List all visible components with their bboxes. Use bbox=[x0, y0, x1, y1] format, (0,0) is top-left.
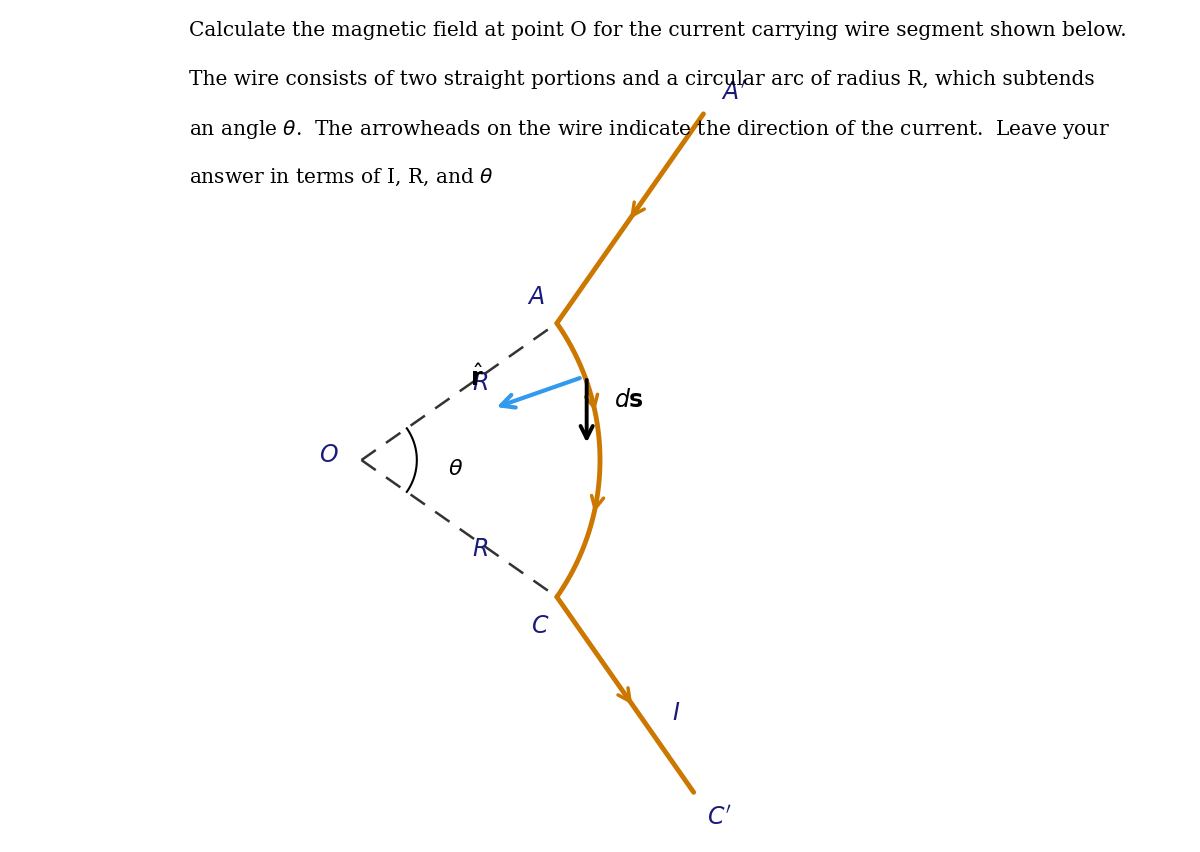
Text: $A'$: $A'$ bbox=[720, 81, 746, 105]
Text: $I$: $I$ bbox=[672, 702, 680, 725]
Text: $\hat{\mathbf{r}}$: $\hat{\mathbf{r}}$ bbox=[470, 365, 484, 391]
Text: $R$: $R$ bbox=[473, 371, 488, 394]
Text: answer in terms of I, R, and $\theta$: answer in terms of I, R, and $\theta$ bbox=[190, 167, 494, 188]
Text: $d\mathbf{s}$: $d\mathbf{s}$ bbox=[614, 389, 644, 412]
Text: $R$: $R$ bbox=[473, 538, 488, 561]
Text: $A$: $A$ bbox=[527, 286, 545, 309]
Text: $\theta$: $\theta$ bbox=[448, 458, 463, 480]
Text: $O$: $O$ bbox=[319, 445, 338, 467]
Text: Calculate the magnetic field at point O for the current carrying wire segment sh: Calculate the magnetic field at point O … bbox=[190, 21, 1127, 40]
Text: $C'$: $C'$ bbox=[707, 806, 732, 830]
Text: $C$: $C$ bbox=[530, 615, 550, 638]
Text: an angle $\theta$.  The arrowheads on the wire indicate the direction of the cur: an angle $\theta$. The arrowheads on the… bbox=[190, 118, 1111, 141]
Text: The wire consists of two straight portions and a circular arc of radius R, which: The wire consists of two straight portio… bbox=[190, 70, 1094, 89]
